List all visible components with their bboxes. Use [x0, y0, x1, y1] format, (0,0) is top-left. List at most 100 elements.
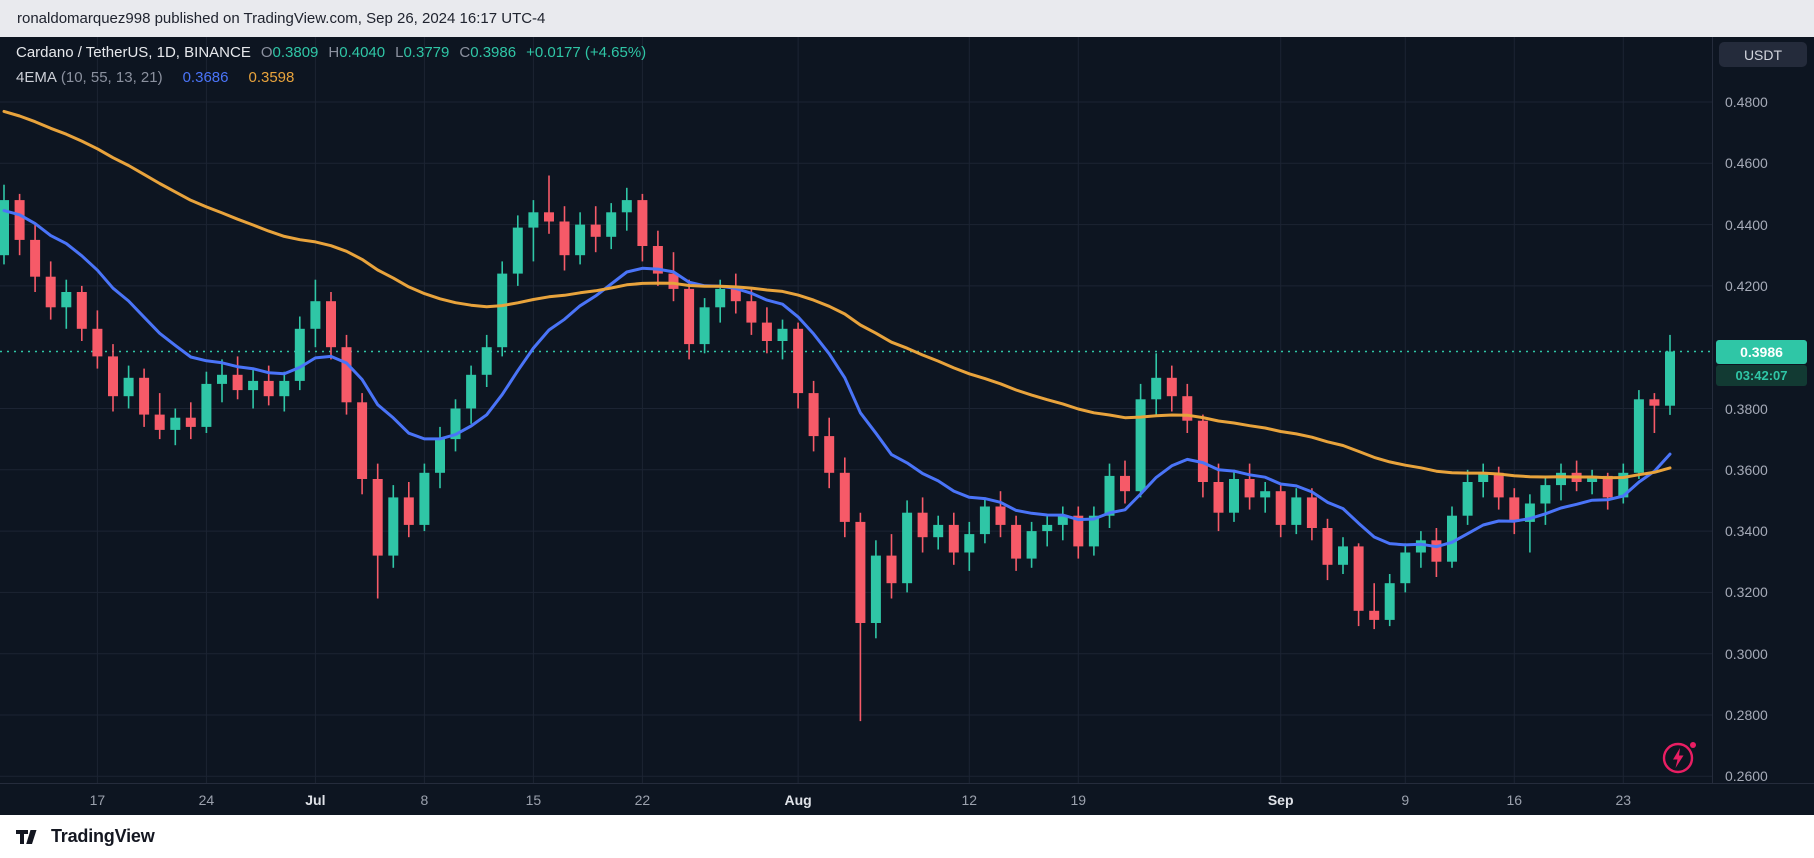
candle — [14, 193, 25, 256]
time-tick-label: 22 — [634, 792, 651, 808]
symbol-title[interactable]: Cardano / TetherUS, 1D, BINANCE — [16, 44, 251, 61]
candle — [1462, 469, 1473, 525]
candle — [1104, 463, 1115, 528]
candle — [1400, 543, 1411, 593]
candle — [1384, 574, 1395, 627]
indicator-title[interactable]: 4EMA (10, 55, 13, 21) — [16, 69, 163, 86]
candle — [746, 288, 757, 335]
price-tick-label: 0.4200 — [1725, 277, 1768, 294]
time-tick-label: Sep — [1267, 792, 1294, 808]
candle — [839, 457, 850, 538]
candle — [933, 515, 944, 550]
candle — [108, 344, 118, 412]
candle — [761, 307, 772, 354]
candle — [1244, 463, 1255, 510]
price-axis[interactable]: 0.4800 0.4600 0.4400 0.4200 0.3800 0.3600 0.34… — [1712, 37, 1814, 784]
candle — [699, 298, 710, 354]
candle — [170, 408, 181, 446]
candle — [528, 200, 539, 262]
candle — [1229, 469, 1239, 522]
ema-line-55 — [2, 109, 1672, 480]
time-tick-label: 9 — [1401, 792, 1410, 808]
candle — [1415, 531, 1426, 568]
candle — [1042, 515, 1053, 547]
candle — [1213, 463, 1224, 532]
ohlc-close: C0.3986 — [459, 44, 517, 61]
candle — [123, 365, 134, 409]
time-tick-label: 8 — [420, 792, 429, 808]
ema-line-13 — [2, 209, 1672, 549]
candle — [1649, 393, 1660, 433]
time-tick-label: Aug — [784, 792, 812, 808]
candle — [606, 203, 617, 250]
candle — [1151, 353, 1162, 415]
candle — [1088, 506, 1099, 556]
candle — [1478, 463, 1489, 498]
candle — [1057, 506, 1068, 541]
candle — [652, 230, 663, 286]
candlestick-plot[interactable] — [0, 37, 1712, 783]
candle — [1166, 365, 1177, 412]
candle — [1431, 528, 1442, 577]
time-axis[interactable]: 17 24 Jul 8 15 22 Aug 12 19 Sep 9 16 23 — [0, 783, 1814, 815]
candle — [637, 193, 648, 262]
candle — [1322, 518, 1333, 581]
candle — [139, 368, 150, 427]
candle — [793, 322, 804, 409]
price-tick-label: 0.3000 — [1725, 645, 1768, 662]
candle — [621, 187, 632, 231]
candle — [824, 417, 835, 489]
currency-label: USDT — [1743, 46, 1783, 63]
tradingview-logo-icon[interactable] — [16, 827, 42, 847]
candle — [1275, 485, 1286, 538]
price-tick-label: 0.2800 — [1725, 707, 1768, 723]
candle — [964, 521, 975, 571]
time-tick-label: 24 — [198, 792, 215, 808]
candle — [575, 212, 586, 265]
candle — [388, 485, 399, 568]
candle — [1306, 488, 1317, 541]
candle — [466, 365, 477, 424]
candle — [808, 380, 819, 452]
candle — [217, 359, 227, 403]
candle — [185, 402, 196, 440]
candle — [1291, 488, 1302, 535]
candle — [279, 371, 290, 412]
time-tick-label: 17 — [89, 792, 106, 808]
candle — [870, 540, 881, 639]
candle — [294, 316, 305, 391]
time-tick-label: 19 — [1070, 792, 1087, 808]
ohlc-open: O0.3809 — [260, 44, 319, 61]
candle — [948, 512, 959, 565]
last-price-badge[interactable]: 0.3986 — [1716, 339, 1807, 364]
bar-countdown: 03:42:07 — [1716, 364, 1807, 386]
candle — [1197, 414, 1208, 498]
candle — [201, 371, 212, 433]
candle — [902, 500, 913, 593]
price-tick-label: 0.4600 — [1725, 155, 1768, 172]
price-tick-label: 0.4400 — [1725, 216, 1768, 233]
candle — [777, 319, 788, 360]
candle — [1011, 515, 1022, 571]
publish-text: ronaldomarquez998 published on TradingVi… — [17, 10, 546, 27]
time-tick-label: 12 — [961, 792, 978, 808]
candle — [1135, 383, 1146, 498]
candle — [730, 273, 741, 314]
candle — [979, 497, 990, 544]
reaction-flash-icon[interactable] — [1660, 737, 1700, 777]
candle — [684, 279, 695, 360]
candle — [512, 215, 523, 286]
tradingview-wordmark[interactable]: TradingView — [51, 826, 155, 846]
candle — [1556, 463, 1566, 501]
candle — [559, 206, 570, 271]
legend-row-symbol: Cardano / TetherUS, 1D, BINANCE O0.3809 … — [16, 44, 646, 66]
candle — [1260, 482, 1271, 513]
candle — [1665, 334, 1675, 415]
candle — [1182, 383, 1193, 433]
currency-badge[interactable]: USDT — [1719, 42, 1807, 67]
candle — [92, 310, 103, 369]
candle — [1120, 460, 1130, 504]
time-tick-label: 16 — [1506, 792, 1523, 808]
legend-row-indicator: 4EMA (10, 55, 13, 21) 0.3686 0.3598 — [16, 69, 646, 91]
indicator-value-fast: 0.3686 — [182, 69, 229, 86]
